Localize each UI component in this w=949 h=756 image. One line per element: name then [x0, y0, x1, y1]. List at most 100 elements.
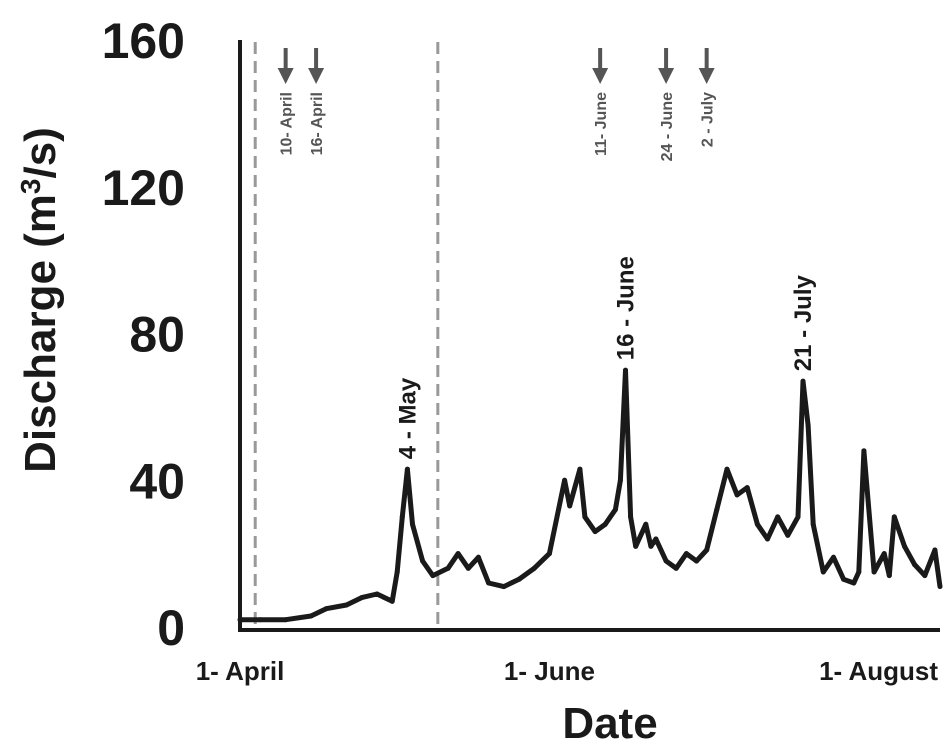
data-point: [820, 569, 826, 575]
data-point: [283, 617, 289, 623]
data-point: [516, 576, 522, 582]
x-tick-label: 1- June: [504, 656, 595, 686]
data-point: [455, 551, 461, 557]
data-point: [628, 514, 634, 520]
data-point: [663, 558, 669, 564]
data-point: [754, 521, 760, 527]
data-point: [841, 576, 847, 582]
event-arrow-marker: 2 - July: [698, 48, 717, 147]
discharge-series-line: [240, 367, 943, 623]
data-point: [577, 466, 583, 472]
data-point: [257, 617, 263, 623]
data-point: [404, 466, 410, 472]
event-arrow-marker: 16- April: [308, 48, 326, 155]
data-point: [308, 613, 314, 619]
data-point: [765, 536, 770, 542]
data-point: [810, 521, 816, 527]
y-axis-label: Discharge (m3/s): [15, 127, 66, 473]
event-arrow-label: 10- April: [279, 92, 296, 155]
data-point: [465, 565, 471, 571]
arrow-head: [592, 68, 609, 84]
data-point: [237, 617, 243, 623]
data-point: [475, 554, 481, 560]
event-arrow-label: 16- April: [309, 92, 326, 155]
data-point: [420, 558, 426, 564]
data-point: [501, 584, 507, 590]
data-point: [486, 580, 492, 586]
x-tick-label: 1- April: [196, 656, 285, 686]
event-arrow-marker: 24 - June: [658, 48, 676, 161]
data-point: [704, 547, 710, 553]
data-point: [592, 529, 598, 535]
data-point: [653, 536, 659, 542]
data-point: [612, 507, 618, 513]
data-point: [785, 532, 791, 538]
y-tick-label: 40: [129, 453, 185, 509]
data-point: [430, 573, 436, 579]
event-arrow-marker: 10- April: [277, 48, 296, 155]
data-point: [389, 598, 395, 604]
data-point: [683, 551, 689, 557]
data-point: [871, 569, 877, 575]
data-point: [886, 573, 892, 579]
y-tick-label: 0: [157, 600, 185, 656]
arrow-head: [698, 68, 715, 84]
data-point: [323, 606, 329, 612]
y-tick-label: 80: [129, 307, 185, 363]
data-point: [531, 565, 537, 571]
data-point: [734, 492, 740, 498]
data-point: [410, 521, 415, 527]
data-point: [344, 602, 349, 608]
arrow-head: [658, 68, 675, 84]
data-point: [359, 595, 365, 601]
y-tick-label: 160: [102, 13, 185, 69]
peak-label: 4 - May: [394, 377, 421, 459]
data-point: [714, 507, 720, 513]
data-point: [602, 521, 608, 527]
event-arrow-marker: 11- June: [592, 48, 610, 156]
peak-label: 16 - June: [613, 256, 640, 360]
event-arrow-label: 11- June: [593, 92, 610, 156]
x-axis-label: Date: [562, 699, 657, 748]
data-point: [922, 573, 928, 579]
data-point: [856, 569, 862, 575]
data-point: [694, 558, 699, 564]
data-point: [582, 514, 588, 520]
data-point: [724, 466, 730, 472]
data-point: [633, 543, 639, 549]
data-point: [831, 554, 836, 560]
data-point: [795, 514, 801, 520]
data-point: [805, 422, 811, 428]
data-point: [623, 367, 628, 373]
data-point: [617, 477, 623, 483]
data-point: [912, 562, 918, 568]
data-point: [673, 565, 679, 571]
y-tick-label: 120: [102, 160, 185, 216]
data-point: [851, 580, 857, 586]
data-point: [374, 591, 380, 597]
event-arrow-label: 2 - July: [700, 92, 717, 147]
peak-label: 21 - July: [790, 275, 817, 372]
data-point: [562, 477, 568, 483]
data-point: [932, 547, 938, 553]
data-point: [648, 543, 654, 549]
data-point: [861, 448, 867, 454]
arrow-head: [277, 68, 294, 84]
data-point: [891, 514, 897, 520]
data-point: [399, 514, 405, 520]
data-point: [394, 569, 400, 575]
data-point: [546, 551, 552, 557]
data-point: [567, 503, 573, 509]
data-point: [800, 378, 806, 384]
data-point: [445, 565, 451, 571]
data-point: [744, 485, 750, 491]
data-point: [881, 551, 887, 557]
event-arrow-label: 24 - June: [659, 92, 676, 161]
x-tick-label: 1- August: [819, 656, 938, 686]
arrow-head: [308, 68, 325, 84]
data-point: [775, 514, 781, 520]
data-point: [902, 543, 907, 549]
data-point: [937, 584, 943, 590]
data-point: [643, 521, 649, 527]
